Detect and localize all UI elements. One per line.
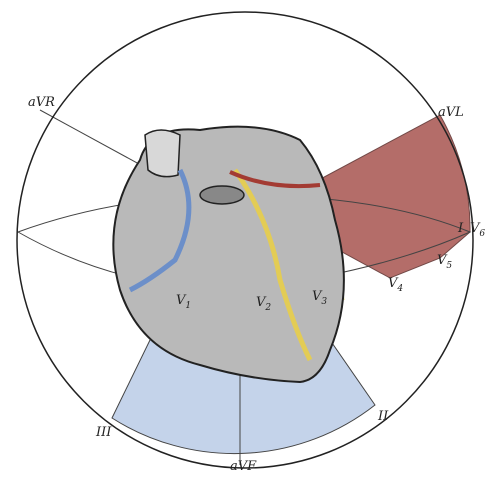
lead-name: III [95,425,112,440]
lead-name: I [457,221,464,236]
lead-label: V5 [437,253,452,271]
lead-name: aVR [28,95,55,110]
avr-axis [40,110,150,170]
lead-subscript: 5 [446,261,452,271]
lead-label: I [457,221,464,236]
lead-label: III [95,425,112,440]
page: {"labels": [ {"text": "aVR"}, {"text": "… [0,0,490,485]
lead-subscript: 2 [264,303,271,313]
aorta [200,186,244,204]
lead-subscript: 4 [396,284,403,294]
lead-name: aVF [230,459,257,474]
lead-name: aVL [438,105,464,120]
lead-label: aVR [28,95,55,110]
lead-label: aVL [438,105,464,120]
illustration: aVRaVLIV6V5V4V1V2V3IIIIIaVF [0,0,490,485]
lead-subscript: 1 [185,301,191,311]
lead-subscript: 3 [321,297,327,307]
lead-label: aVF [230,459,257,474]
lead-label: V4 [388,276,403,294]
lead-label: II [377,409,389,424]
lead-subscript: 6 [479,229,485,239]
vessel [145,130,180,177]
lead-name: II [377,409,389,424]
